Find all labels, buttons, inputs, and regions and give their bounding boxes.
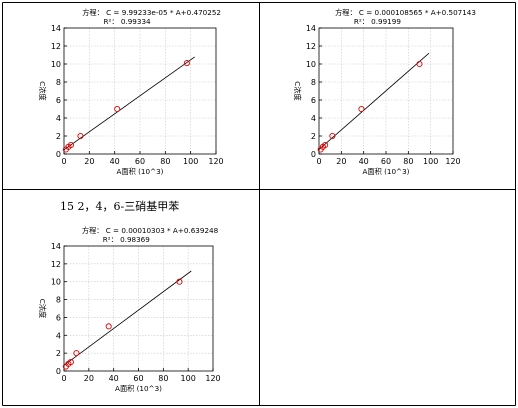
- data-point: [329, 132, 336, 140]
- data-point: [358, 105, 365, 113]
- y-tick-label: 4: [311, 114, 316, 123]
- data-point: [77, 132, 84, 140]
- data-point: [416, 60, 423, 68]
- y-axis-title: C浓度: [38, 81, 47, 100]
- x-tick-label: 120: [205, 374, 220, 383]
- x-tick-label: 120: [445, 157, 460, 166]
- regression-line: [63, 270, 192, 366]
- y-tick-label: 4: [56, 331, 61, 340]
- y-tick-label: 12: [306, 42, 316, 51]
- x-tick-label: 40: [109, 374, 119, 383]
- y-tick-label: 12: [51, 260, 61, 269]
- x-tick-label: 20: [84, 157, 94, 166]
- fit-equation: 方程： C = 9.99233e-05 * A+0.470252: [82, 8, 221, 17]
- x-tick-label: 40: [110, 157, 120, 166]
- x-tick-label: 100: [183, 157, 198, 166]
- fit-equation: 方程： C = 0.00010303 * A+0.639248: [82, 226, 219, 235]
- y-tick-label: 14: [51, 242, 61, 251]
- y-axis-title: C浓度: [38, 299, 47, 318]
- y-tick-label: 0: [311, 150, 316, 159]
- x-tick-label: 80: [160, 157, 170, 166]
- chart-caption: 15 2，4，6-三硝基甲苯: [60, 199, 179, 213]
- y-tick-label: 2: [56, 349, 61, 358]
- y-tick-label: 2: [311, 132, 316, 141]
- y-tick-label: 10: [51, 278, 61, 287]
- y-tick-label: 12: [51, 42, 61, 51]
- x-tick-label: 0: [61, 374, 66, 383]
- x-tick-label: 0: [61, 157, 66, 166]
- data-point: [176, 278, 183, 285]
- x-tick-label: 80: [158, 374, 168, 383]
- data-point: [183, 60, 190, 67]
- y-tick-label: 8: [311, 78, 316, 87]
- y-tick-label: 6: [56, 96, 61, 105]
- fit-r-squared: R²： 0.99199: [354, 17, 401, 26]
- data-point: [105, 323, 112, 330]
- y-tick-label: 6: [56, 313, 61, 322]
- x-axis-title: A面积 (10^3): [363, 167, 410, 176]
- data-point: [67, 359, 74, 366]
- fit-r-squared: R²： 0.98369: [103, 235, 150, 244]
- y-tick-label: 2: [56, 132, 61, 141]
- data-point: [73, 350, 80, 357]
- x-tick-label: 60: [133, 374, 143, 383]
- y-tick-label: 8: [56, 78, 61, 87]
- x-tick-label: 60: [135, 157, 145, 166]
- fit-r-squared: R²： 0.99334: [104, 17, 151, 26]
- fit-equation: 方程： C = 0.000108565 * A+0.507143: [335, 8, 476, 17]
- y-tick-label: 0: [56, 150, 61, 159]
- x-tick-label: 80: [403, 157, 413, 166]
- x-tick-label: 0: [316, 157, 321, 166]
- y-tick-label: 10: [306, 60, 316, 69]
- x-tick-label: 120: [208, 157, 223, 166]
- data-point: [322, 141, 329, 149]
- x-tick-label: 40: [359, 157, 369, 166]
- y-tick-label: 6: [311, 96, 316, 105]
- regression-line: [318, 52, 430, 150]
- y-tick-label: 14: [51, 24, 61, 33]
- data-point: [114, 105, 121, 113]
- y-tick-label: 0: [56, 367, 61, 376]
- x-axis-title: A面积 (10^3): [117, 167, 164, 176]
- x-tick-label: 20: [84, 374, 94, 383]
- x-tick-label: 60: [381, 157, 391, 166]
- y-tick-label: 10: [51, 60, 61, 69]
- y-tick-label: 4: [56, 114, 61, 123]
- data-point: [67, 141, 75, 149]
- x-axis-title: A面积 (10^3): [115, 384, 162, 393]
- x-tick-label: 20: [336, 157, 346, 166]
- y-tick-label: 8: [56, 296, 61, 305]
- regression-line: [63, 56, 195, 151]
- x-tick-label: 100: [181, 374, 196, 383]
- y-axis-title: C浓度: [293, 81, 302, 100]
- y-tick-label: 14: [306, 24, 316, 33]
- x-tick-label: 100: [423, 157, 438, 166]
